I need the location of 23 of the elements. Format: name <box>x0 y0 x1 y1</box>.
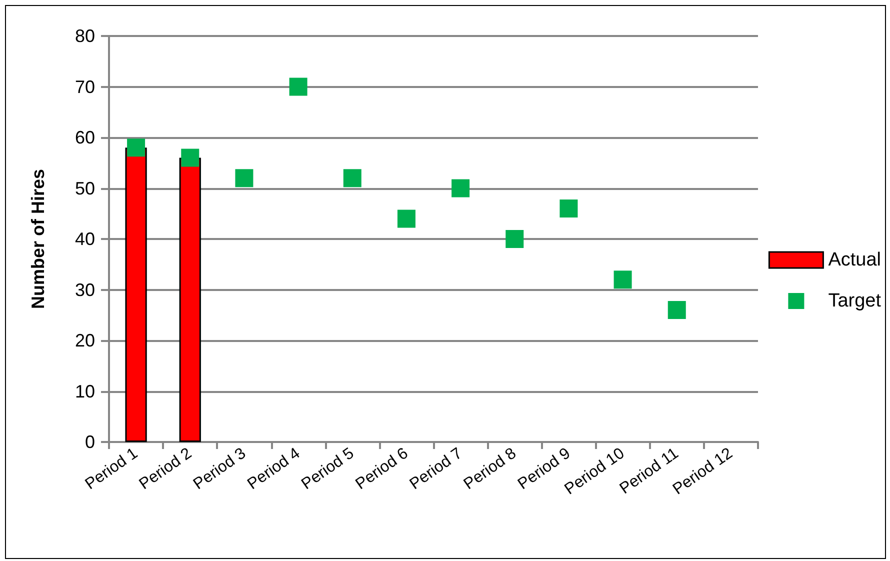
legend-label: Target <box>828 290 882 312</box>
y-axis-title: Number of Hires <box>28 168 48 310</box>
y-tick-label: 50 <box>74 178 95 198</box>
point <box>343 169 362 188</box>
y-tick-label: 70 <box>74 76 95 97</box>
y-tick-label: 30 <box>74 280 95 300</box>
point <box>235 169 254 188</box>
point <box>181 148 200 167</box>
point <box>668 301 686 320</box>
point <box>397 210 416 228</box>
y-tick-label: 20 <box>74 330 95 350</box>
y-tick-label: 40 <box>74 229 95 249</box>
y-tick-label: 10 <box>74 381 95 402</box>
y-tick-label: 80 <box>74 26 95 46</box>
point <box>560 200 578 218</box>
point <box>127 138 146 157</box>
y-tick-label: 0 <box>84 432 95 452</box>
y-tick-label: 60 <box>74 128 95 148</box>
point <box>289 78 308 96</box>
legend-label: Actual <box>828 250 882 270</box>
point <box>614 270 632 289</box>
point <box>452 179 470 198</box>
point <box>506 230 524 248</box>
